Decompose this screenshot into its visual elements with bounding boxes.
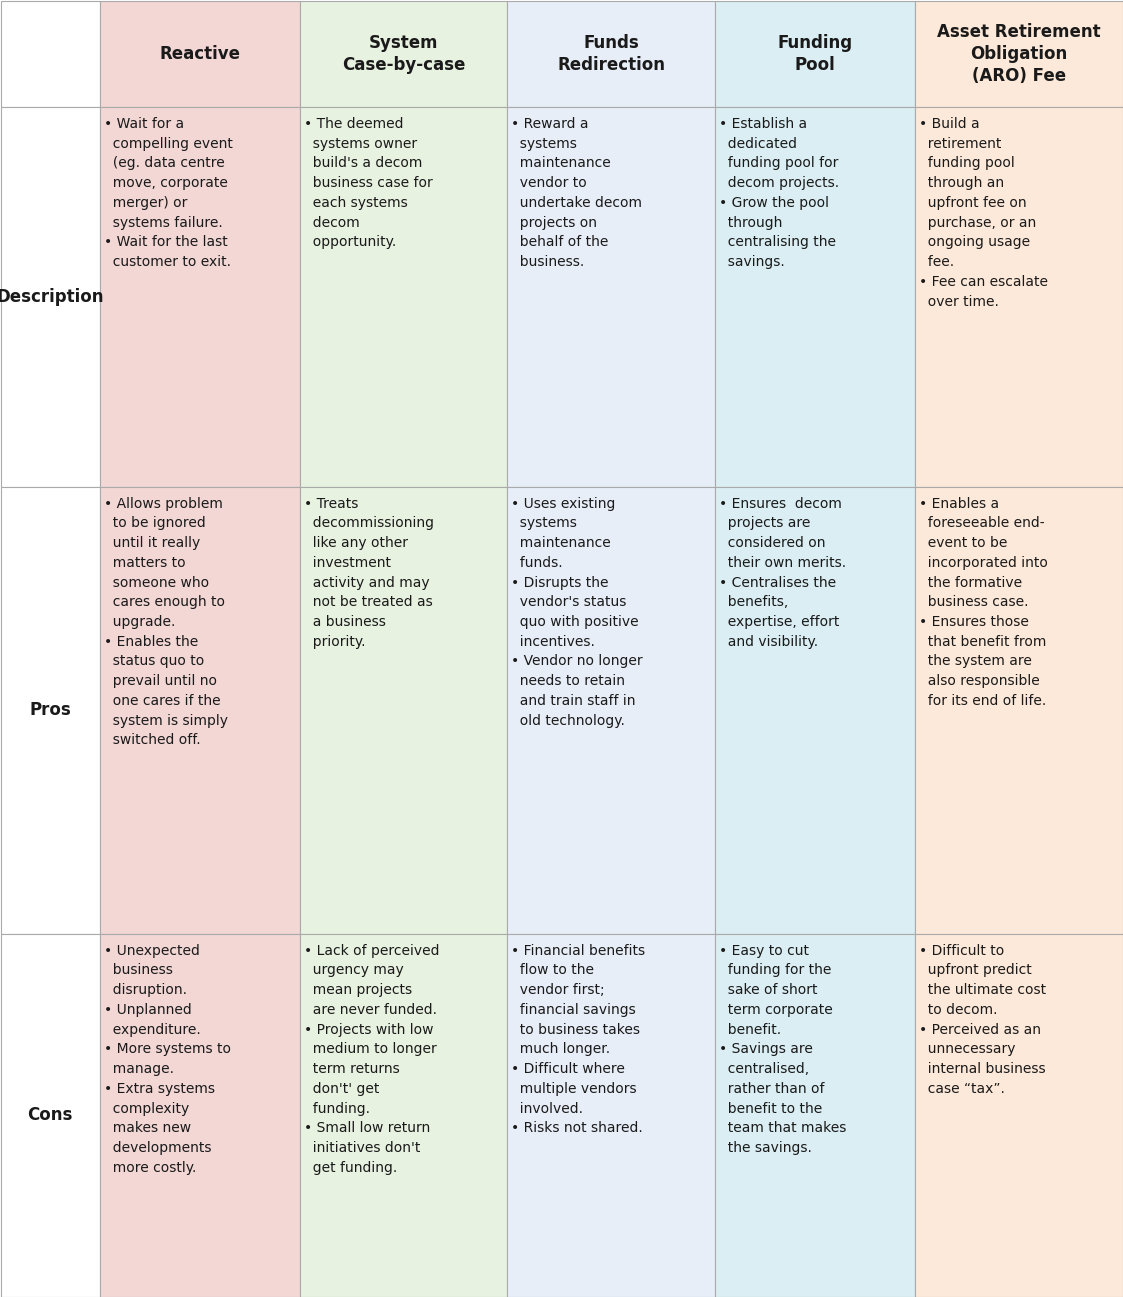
Bar bbox=[300, 1, 508, 108]
Bar bbox=[100, 1, 300, 108]
Text: • Unexpected
  business
  disruption.
• Unplanned
  expenditure.
• More systems : • Unexpected business disruption. • Unpl… bbox=[103, 944, 230, 1175]
Bar bbox=[508, 108, 715, 486]
Text: • Allows problem
  to be ignored
  until it really
  matters to
  someone who
  : • Allows problem to be ignored until it … bbox=[103, 497, 228, 747]
Text: • Enables a
  foreseeable end-
  event to be
  incorporated into
  the formative: • Enables a foreseeable end- event to be… bbox=[919, 497, 1048, 708]
Text: • Financial benefits
  flow to the
  vendor first;
  financial savings
  to busi: • Financial benefits flow to the vendor … bbox=[511, 944, 646, 1135]
Bar bbox=[508, 934, 715, 1297]
Bar bbox=[715, 934, 915, 1297]
Bar bbox=[508, 486, 715, 934]
Text: • Wait for a
  compelling event
  (eg. data centre
  move, corporate
  merger) o: • Wait for a compelling event (eg. data … bbox=[103, 117, 232, 268]
Bar bbox=[100, 486, 300, 934]
Text: • Ensures  decom
  projects are
  considered on
  their own merits.
• Centralise: • Ensures decom projects are considered … bbox=[719, 497, 846, 648]
Bar bbox=[915, 486, 1123, 934]
Text: • Lack of perceived
  urgency may
  mean projects
  are never funded.
• Projects: • Lack of perceived urgency may mean pro… bbox=[303, 944, 439, 1175]
Text: Asset Retirement
Obligation
(ARO) Fee: Asset Retirement Obligation (ARO) Fee bbox=[937, 23, 1101, 86]
Text: Pros: Pros bbox=[29, 702, 71, 720]
Bar bbox=[1, 108, 100, 486]
Bar bbox=[915, 1, 1123, 108]
Text: • Uses existing
  systems
  maintenance
  funds.
• Disrupts the
  vendor's statu: • Uses existing systems maintenance fund… bbox=[511, 497, 642, 728]
Bar bbox=[715, 486, 915, 934]
Text: Funds
Redirection: Funds Redirection bbox=[557, 34, 665, 74]
Bar bbox=[715, 108, 915, 486]
Bar bbox=[715, 1, 915, 108]
Text: • The deemed
  systems owner
  build's a decom
  business case for
  each system: • The deemed systems owner build's a dec… bbox=[303, 117, 432, 249]
Text: System
Case-by-case: System Case-by-case bbox=[341, 34, 465, 74]
Text: Description: Description bbox=[0, 288, 104, 306]
Bar bbox=[1, 934, 100, 1297]
Text: • Establish a
  dedicated
  funding pool for
  decom projects.
• Grow the pool
 : • Establish a dedicated funding pool for… bbox=[719, 117, 839, 268]
Bar bbox=[1, 1, 100, 108]
Bar bbox=[915, 934, 1123, 1297]
Bar bbox=[915, 108, 1123, 486]
Text: • Easy to cut
  funding for the
  sake of short
  term corporate
  benefit.
• Sa: • Easy to cut funding for the sake of sh… bbox=[719, 944, 847, 1154]
Bar bbox=[508, 1, 715, 108]
Text: • Reward a
  systems
  maintenance
  vendor to
  undertake decom
  projects on
 : • Reward a systems maintenance vendor to… bbox=[511, 117, 642, 268]
Bar bbox=[300, 108, 508, 486]
Text: • Difficult to
  upfront predict
  the ultimate cost
  to decom.
• Perceived as : • Difficult to upfront predict the ultim… bbox=[919, 944, 1046, 1096]
Bar bbox=[300, 934, 508, 1297]
Bar bbox=[300, 486, 508, 934]
Text: Reactive: Reactive bbox=[159, 45, 240, 64]
Bar bbox=[1, 486, 100, 934]
Text: • Build a
  retirement
  funding pool
  through an
  upfront fee on
  purchase, : • Build a retirement funding pool throug… bbox=[919, 117, 1048, 309]
Text: Funding
Pool: Funding Pool bbox=[777, 34, 852, 74]
Bar bbox=[100, 934, 300, 1297]
Text: Cons: Cons bbox=[27, 1106, 73, 1124]
Bar bbox=[100, 108, 300, 486]
Text: • Treats
  decommissioning
  like any other
  investment
  activity and may
  no: • Treats decommissioning like any other … bbox=[303, 497, 433, 648]
